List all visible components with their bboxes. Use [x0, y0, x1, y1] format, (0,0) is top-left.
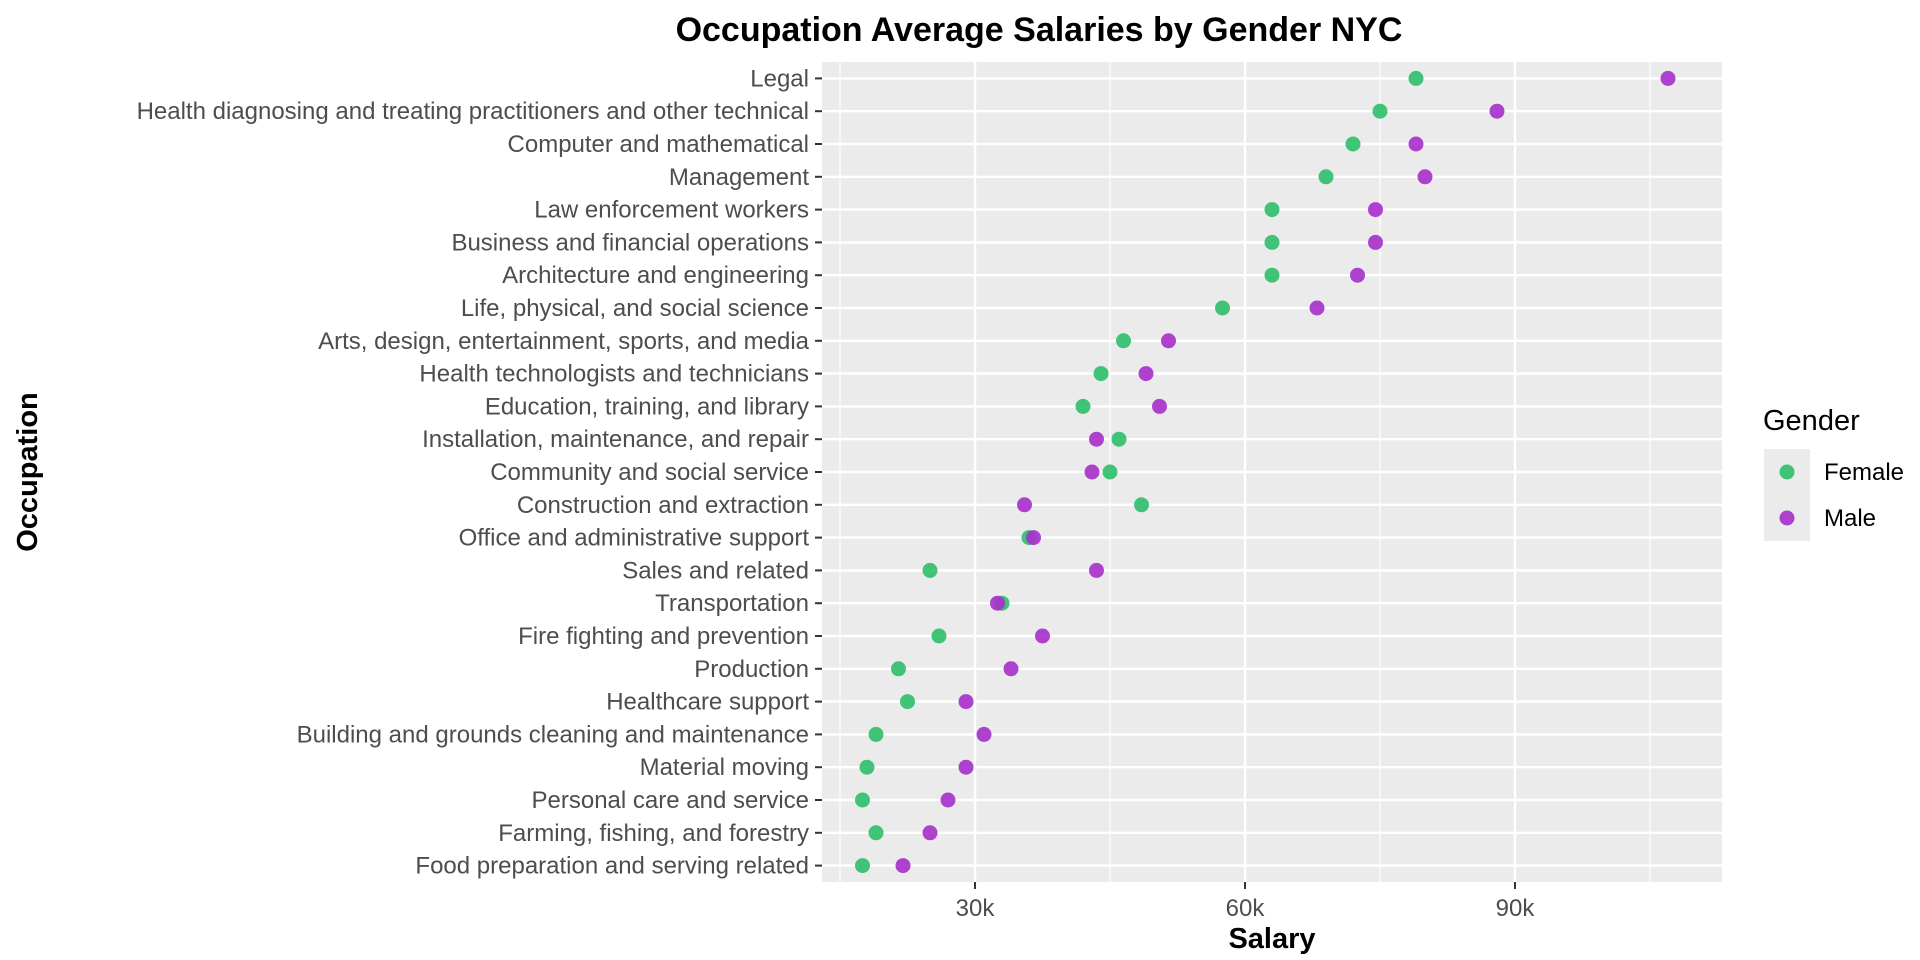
- y-tick-label: Life, physical, and social science: [461, 295, 809, 322]
- data-point-female: [931, 628, 947, 644]
- chart-title: Occupation Average Salaries by Gender NY…: [676, 11, 1403, 49]
- y-tick-label: Installation, maintenance, and repair: [422, 426, 809, 453]
- data-point-male: [1017, 497, 1032, 513]
- data-point-male: [922, 825, 938, 841]
- data-point-female: [1111, 431, 1127, 447]
- y-tick-label: Business and financial operations: [451, 229, 809, 256]
- data-point-male: [1417, 169, 1433, 185]
- data-point-female: [1318, 169, 1334, 185]
- data-point-female: [868, 825, 884, 841]
- data-point-male: [1003, 661, 1019, 677]
- data-point-female: [1102, 464, 1118, 480]
- data-point-male: [1660, 70, 1676, 86]
- data-point-male: [990, 595, 1005, 611]
- y-tick-label: Legal: [750, 65, 809, 92]
- data-point-male: [1350, 267, 1365, 283]
- data-point-female: [1075, 398, 1091, 414]
- y-tick-label: Arts, design, entertainment, sports, and…: [318, 328, 810, 355]
- data-point-male: [1089, 562, 1104, 578]
- legend-label-female: Female: [1824, 459, 1904, 486]
- data-point-male: [958, 759, 974, 775]
- grid-lines: [822, 62, 1722, 882]
- data-point-female: [855, 858, 870, 874]
- y-tick-label: Healthcare support: [606, 689, 809, 716]
- data-point-male: [1084, 464, 1100, 480]
- data-point-female: [1372, 103, 1388, 119]
- y-tick-label: Health technologists and technicians: [419, 361, 809, 388]
- data-point-female: [855, 792, 870, 808]
- data-point-female: [1134, 497, 1149, 513]
- data-point-male: [1089, 431, 1104, 447]
- data-point-female: [859, 759, 875, 775]
- legend: Gender Female Male: [1763, 405, 1904, 541]
- legend-title: Gender: [1763, 405, 1860, 437]
- y-tick-label: Fire fighting and prevention: [518, 623, 809, 650]
- legend-key-male: [1779, 510, 1795, 526]
- data-point-female: [1264, 202, 1280, 218]
- y-tick-label: Building and grounds cleaning and mainte…: [297, 721, 809, 748]
- data-point-female: [868, 726, 884, 742]
- data-point-female: [1093, 366, 1109, 382]
- data-point-male: [1026, 530, 1041, 546]
- x-tick-label: 60k: [1226, 895, 1266, 922]
- y-tick-label: Law enforcement workers: [534, 197, 809, 224]
- data-point-female: [1264, 267, 1280, 283]
- x-axis-title: Salary: [1228, 923, 1315, 955]
- y-tick-label: Transportation: [655, 590, 809, 617]
- y-tick-label: Computer and mathematical: [508, 131, 809, 158]
- legend-key-background: [1764, 449, 1810, 541]
- y-tick-label: Food preparation and serving related: [415, 853, 809, 880]
- y-tick-label: Management: [669, 164, 809, 191]
- data-point-male: [1161, 333, 1176, 349]
- data-point-male: [958, 694, 974, 710]
- data-point-female: [1345, 136, 1361, 152]
- y-axis-title: Occupation: [12, 392, 44, 552]
- axes: 30k 60k 90k Legal Health diagnosing and trea…: [137, 65, 1536, 922]
- data-point-female: [900, 694, 915, 710]
- data-point-female: [922, 562, 938, 578]
- y-tick-label: Community and social service: [490, 459, 809, 486]
- legend-items: Female Male: [1779, 459, 1904, 532]
- y-tick-label: Sales and related: [622, 557, 809, 584]
- y-tick-label: Architecture and engineering: [502, 262, 809, 289]
- y-tick-label: Construction and extraction: [517, 492, 809, 519]
- data-point-male: [940, 792, 956, 808]
- y-tick-label: Production: [694, 656, 809, 683]
- data-point-female: [1215, 300, 1230, 316]
- data-point-female: [1116, 333, 1131, 349]
- y-tick-label: Farming, fishing, and forestry: [498, 820, 809, 847]
- data-point-male: [1152, 398, 1167, 414]
- legend-label-male: Male: [1824, 505, 1876, 532]
- y-tick-label: Personal care and service: [532, 787, 809, 814]
- data-point-male: [1368, 234, 1383, 250]
- y-tick-label: Education, training, and library: [485, 393, 809, 420]
- y-tick-label: Material moving: [640, 754, 809, 781]
- x-tick-label: 30k: [956, 895, 996, 922]
- data-point-male: [895, 858, 911, 874]
- data-point-male: [1138, 366, 1154, 382]
- data-point-male: [1035, 628, 1050, 644]
- data-point-female: [1264, 234, 1280, 250]
- data-point-female: [1408, 70, 1424, 86]
- data-points: [855, 70, 1676, 874]
- y-tick-label: Office and administrative support: [459, 525, 810, 552]
- x-tick-label: 90k: [1496, 895, 1536, 922]
- data-point-female: [891, 661, 906, 677]
- data-point-male: [1408, 136, 1424, 152]
- data-point-male: [976, 726, 992, 742]
- data-point-male: [1489, 103, 1505, 119]
- data-point-male: [1309, 300, 1325, 316]
- legend-key-female: [1779, 464, 1795, 480]
- y-tick-label: Health diagnosing and treating practitio…: [137, 98, 809, 125]
- data-point-male: [1368, 202, 1383, 218]
